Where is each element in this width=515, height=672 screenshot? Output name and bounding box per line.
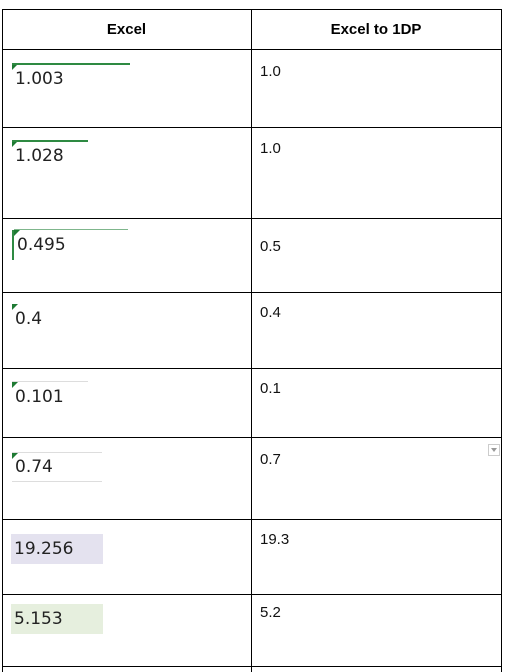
excel-value: 1.003: [15, 69, 64, 89]
table-row: 0.101 0.1: [2, 368, 502, 437]
cell-border: [14, 229, 128, 230]
excel-value: 0.74: [15, 457, 53, 477]
excel-cell[interactable]: 0.4: [12, 304, 72, 334]
row-divider: [2, 292, 502, 293]
dropdown-arrow-icon[interactable]: [488, 444, 500, 456]
excel-value: 19.256: [14, 539, 74, 559]
row-divider: [2, 666, 502, 667]
excel-value: 5.153: [14, 609, 63, 629]
table-border-right: [501, 9, 502, 672]
error-indicator-icon: [12, 304, 18, 310]
excel-cell-highlighted[interactable]: 5.153: [11, 604, 103, 634]
rounded-value: 1.0: [260, 63, 281, 80]
table-row: 0.74 0.7: [2, 437, 502, 519]
row-divider: [2, 218, 502, 219]
table-row: 0.495 0.5: [2, 218, 502, 292]
cell-border: [12, 140, 88, 142]
excel-value: 0.101: [15, 386, 64, 407]
excel-cell-highlighted[interactable]: 19.256: [11, 534, 103, 564]
rounded-value: 19.3: [260, 531, 290, 548]
header-excel: Excel: [106, 20, 147, 38]
table-row: 1.028 1.0: [2, 127, 502, 218]
excel-value: 0.4: [15, 309, 43, 329]
rounded-value: 0.7: [260, 451, 281, 468]
rounded-value: 0.4: [260, 304, 281, 321]
header-excel-to-1dp: Excel to 1DP: [330, 20, 422, 38]
rounded-value: 0.1: [260, 380, 281, 397]
excel-cell[interactable]: 0.74: [12, 452, 102, 482]
error-indicator-icon: [12, 453, 18, 459]
excel-value: 1.028: [15, 146, 64, 166]
table-row: 19.256 19.3: [2, 519, 502, 594]
row-divider: [2, 594, 502, 595]
table-row: 0.4 0.4: [2, 292, 502, 368]
excel-cell[interactable]: 1.028: [12, 140, 90, 171]
rounded-value: 0.5: [260, 238, 281, 255]
error-indicator-icon: [12, 141, 18, 147]
column-divider: [251, 9, 252, 672]
excel-value: 0.495: [17, 235, 66, 255]
error-indicator-icon: [12, 64, 18, 70]
excel-cell[interactable]: 1.003: [12, 63, 130, 94]
row-divider: [2, 127, 502, 128]
rounded-value: 1.0: [260, 140, 281, 157]
rounding-table: Excel Excel to 1DP 1.003 1.0 1.028 1.0 0…: [2, 9, 502, 672]
error-indicator-icon: [12, 382, 18, 388]
table-border-left: [2, 9, 3, 672]
error-indicator-icon: [14, 230, 20, 236]
excel-cell[interactable]: 0.495: [12, 229, 128, 260]
header-divider: [2, 49, 502, 50]
table-row: 5.153 5.2: [2, 594, 502, 666]
row-divider: [2, 368, 502, 369]
table-border-top: [2, 9, 502, 10]
excel-cell[interactable]: 0.101: [12, 381, 88, 411]
cell-border: [12, 63, 130, 65]
table-row: 1.003 1.0: [2, 49, 502, 127]
row-divider: [2, 519, 502, 520]
rounded-value: 5.2: [260, 604, 281, 621]
row-divider: [2, 437, 502, 438]
